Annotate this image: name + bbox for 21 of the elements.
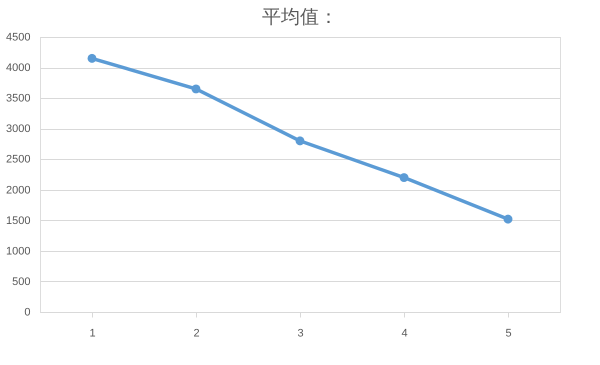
x-tick-label: 3 xyxy=(297,328,304,340)
point xyxy=(88,54,96,63)
y-tick-label: 4500 xyxy=(6,32,30,44)
y-tick-label: 2500 xyxy=(6,154,30,166)
y-tick-label: 3000 xyxy=(6,123,30,136)
x-tick-label: 2 xyxy=(193,328,200,340)
point xyxy=(296,136,304,146)
chart-title: 平均值： xyxy=(262,6,338,28)
point xyxy=(504,214,512,224)
y-tick-label: 0 xyxy=(24,306,30,318)
x-tick-label: 1 xyxy=(89,328,96,340)
y-tick-label: 2000 xyxy=(6,184,30,196)
y-tick-label: 1500 xyxy=(6,214,30,227)
x-tick-label: 5 xyxy=(505,328,512,340)
x-tick-label: 4 xyxy=(401,328,408,340)
point xyxy=(400,173,408,182)
y-tick-label: 500 xyxy=(12,276,30,288)
y-tick-label: 4000 xyxy=(6,62,30,74)
y-tick-label: 3500 xyxy=(6,92,30,105)
point xyxy=(192,84,200,94)
y-tick-label: 1000 xyxy=(6,245,30,258)
